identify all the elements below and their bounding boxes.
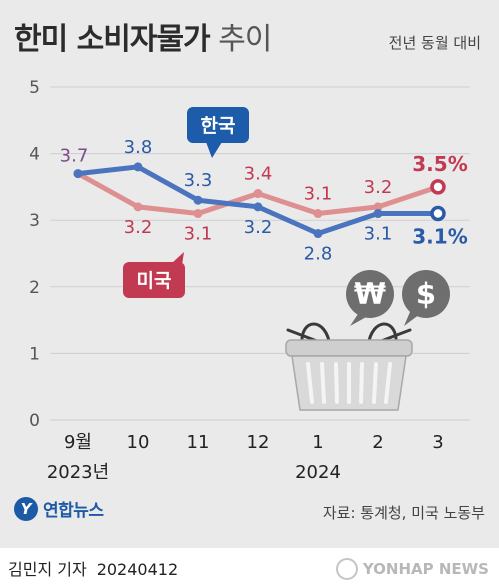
chart-subtitle: 전년 동월 대비	[388, 34, 481, 52]
data-point	[73, 169, 83, 179]
y-tick-label: 1	[29, 344, 40, 364]
agency-name: YONHAP NEWS	[362, 560, 489, 578]
data-label: 2.8	[304, 244, 333, 265]
yonhap-logo: Y 연합뉴스	[14, 496, 104, 521]
won-symbol: ₩	[354, 277, 386, 311]
y-axis-ticks: 0 1 2 3 4 5	[29, 78, 40, 431]
x-year-label: 2023년	[47, 462, 109, 483]
dollar-symbol: $	[416, 277, 436, 311]
data-label: 3.2	[124, 217, 153, 238]
yonhap-logo-icon: Y	[14, 496, 38, 521]
x-tick-label: 9월	[64, 432, 92, 453]
y-tick-label: 0	[29, 411, 40, 431]
shopping-basket-icon	[285, 322, 413, 411]
data-label: 3.2	[244, 217, 273, 238]
x-tick-label: 12	[247, 432, 270, 453]
data-point-end	[430, 205, 446, 222]
us-series-callout: 미국	[123, 252, 185, 298]
korea-series-callout: 한국	[187, 107, 249, 158]
data-point	[313, 229, 323, 239]
data-labels: 3.7 3.8 3.3 3.2 2.8 3.1 3.1% 3.2 3.1 3.4 3.1 3.2 3.5…	[60, 137, 468, 265]
data-label: 3.5%	[412, 152, 467, 176]
data-point	[133, 202, 143, 212]
reporter: 김민지 기자	[8, 560, 87, 579]
x-tick-label: 11	[187, 432, 210, 453]
x-tick-label: 3	[432, 432, 443, 453]
source-note: 자료: 통계청, 미국 노동부	[322, 504, 485, 522]
data-point	[193, 209, 203, 219]
data-label: 3.3	[184, 170, 213, 191]
series-lines	[73, 162, 446, 239]
y-tick-label: 5	[29, 78, 40, 98]
data-point	[253, 202, 263, 212]
x-tick-label: 10	[127, 432, 150, 453]
data-label: 3.7	[60, 146, 89, 167]
agency-watermark: YONHAP NEWS	[335, 558, 489, 580]
data-point-end	[430, 179, 446, 195]
korea-callout-label: 한국	[201, 115, 236, 137]
y-tick-label: 2	[29, 278, 40, 298]
data-label: 3.1	[304, 184, 333, 205]
agency-logo-icon	[335, 558, 358, 580]
data-label: 3.2	[364, 177, 393, 198]
chart-title: 한미 소비자물가 추이	[14, 14, 272, 58]
data-point	[373, 202, 383, 212]
data-point	[133, 162, 143, 172]
data-label: 3.8	[124, 137, 153, 158]
data-point	[313, 209, 323, 219]
logo-text: 연합뉴스	[43, 501, 104, 521]
data-label: 3.1	[364, 224, 393, 245]
data-label: 3.1	[184, 224, 213, 245]
data-label: 3.1%	[412, 225, 467, 249]
y-tick-label: 3	[29, 211, 40, 231]
us-callout-label: 미국	[137, 270, 172, 292]
publish-date: 20240412	[96, 560, 179, 579]
byline: 김민지 기자 20240412	[8, 556, 178, 580]
data-label: 3.4	[244, 164, 273, 185]
title-light: 추이	[209, 22, 272, 57]
title-bold: 한미 소비자물가	[14, 22, 211, 57]
x-year-label: 2024	[295, 462, 341, 483]
data-point	[253, 189, 263, 199]
data-point	[193, 195, 203, 205]
y-tick-label: 4	[29, 145, 40, 165]
won-coin-icon: ₩	[346, 270, 394, 326]
data-point	[373, 209, 383, 219]
x-tick-label: 2	[372, 432, 383, 453]
dollar-coin-icon: $	[402, 270, 450, 326]
grid-lines	[50, 86, 470, 421]
x-tick-label: 1	[312, 432, 323, 453]
